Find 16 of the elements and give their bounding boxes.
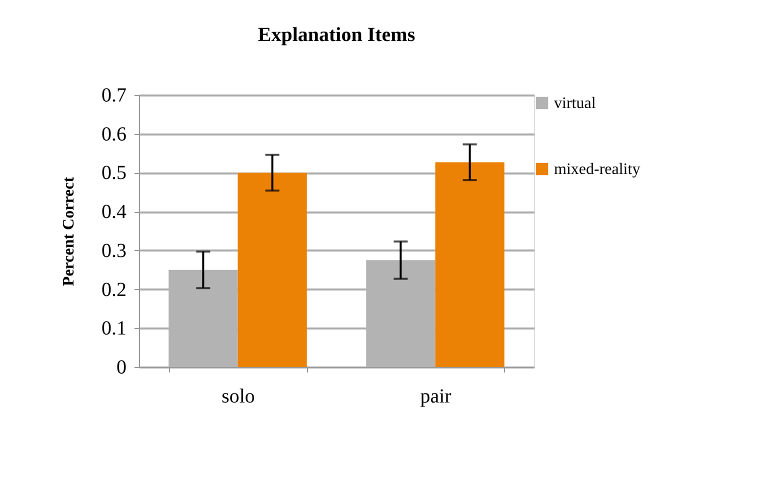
x-tick-label: pair bbox=[420, 386, 452, 408]
x-tick-label: solo bbox=[222, 386, 255, 408]
y-tick-label: 0.7 bbox=[102, 84, 126, 106]
chart-title: Explanation Items bbox=[258, 24, 416, 46]
legend-label: mixed-reality bbox=[554, 161, 640, 178]
y-tick-label: 0.4 bbox=[102, 201, 126, 224]
y-tick-label: 0.5 bbox=[102, 162, 126, 184]
y-tick-label: 0.6 bbox=[102, 123, 126, 146]
y-tick-label: 0.2 bbox=[102, 278, 126, 301]
bar bbox=[435, 162, 504, 367]
legend-label: virtual bbox=[554, 95, 596, 112]
y-axis-title: Percent Correct bbox=[60, 176, 78, 286]
bar bbox=[238, 172, 307, 367]
y-tick-label: 0 bbox=[116, 356, 126, 378]
y-tick-label: 0.1 bbox=[102, 318, 126, 340]
y-tick-label: 0.3 bbox=[102, 240, 126, 262]
